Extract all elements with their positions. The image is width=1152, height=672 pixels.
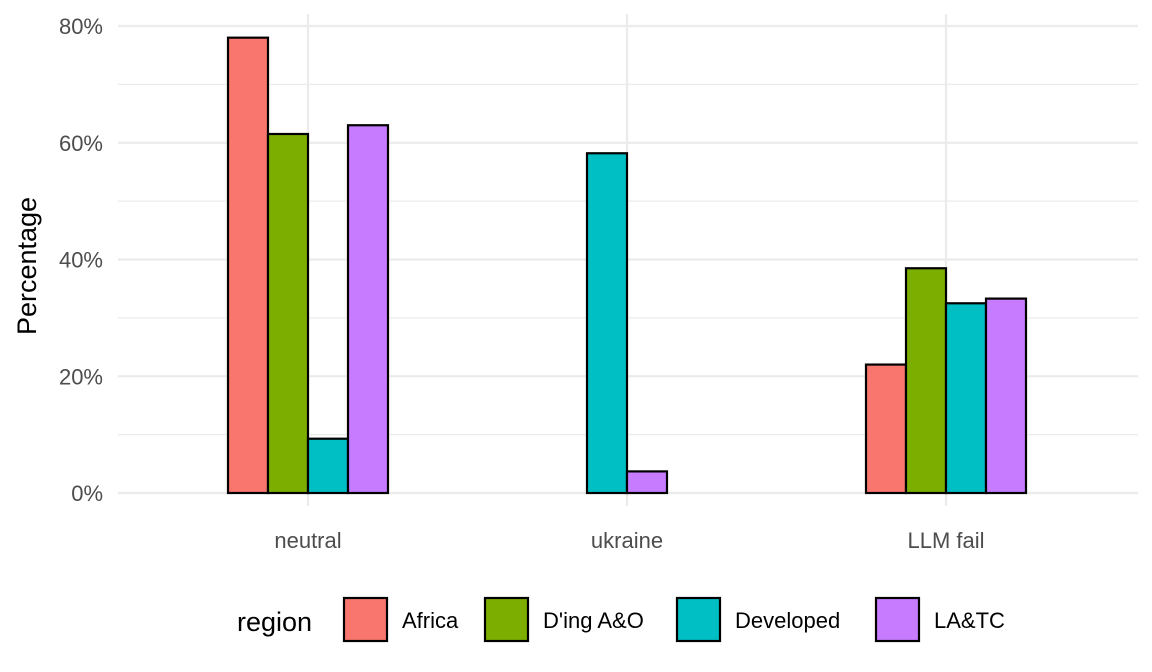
legend: region Africa D'ing A&O Developed LA&TC: [237, 596, 1005, 643]
x-axis-ticks: neutral ukraine LLM fail: [274, 528, 984, 553]
bar-llm-fail-africa: [864, 363, 908, 495]
legend-label: D'ing A&O: [543, 608, 644, 633]
bar-neutral-africa: [226, 36, 270, 495]
legend-item: D'ing A&O: [483, 596, 644, 643]
legend-item: Developed: [675, 596, 840, 643]
legend-key: [675, 596, 722, 643]
y-axis-ticks: 0% 20% 40% 60% 80%: [59, 14, 103, 506]
bar-neutral-d-ing-a-o: [266, 132, 310, 495]
y-tick-label: 80%: [59, 14, 103, 39]
bar-neutral-developed: [306, 437, 350, 495]
bar-ukraine-la-tc: [625, 470, 669, 495]
bar-llm-fail-developed: [944, 302, 988, 495]
legend-label: Developed: [735, 608, 840, 633]
x-tick-label: ukraine: [591, 528, 663, 553]
bar-neutral-la-tc: [346, 124, 390, 495]
legend-item: LA&TC: [874, 596, 1005, 643]
bar-llm-fail-la-tc: [984, 297, 1028, 495]
y-tick-label: 40%: [59, 248, 103, 273]
legend-key: [342, 596, 389, 643]
x-tick-label: LLM fail: [907, 528, 984, 553]
legend-label: LA&TC: [934, 608, 1005, 633]
y-tick-label: 0%: [71, 481, 103, 506]
bars: [226, 36, 1028, 495]
legend-label: Africa: [402, 608, 459, 633]
bar-llm-fail-d-ing-a-o: [904, 267, 948, 495]
x-tick-label: neutral: [274, 528, 341, 553]
legend-title: region: [237, 607, 312, 637]
y-axis-label: Percentage: [12, 197, 42, 335]
y-tick-label: 20%: [59, 364, 103, 389]
legend-item: Africa: [342, 596, 459, 643]
legend-key: [483, 596, 530, 643]
bar-ukraine-developed: [585, 152, 629, 495]
legend-key: [874, 596, 921, 643]
y-tick-label: 60%: [59, 131, 103, 156]
